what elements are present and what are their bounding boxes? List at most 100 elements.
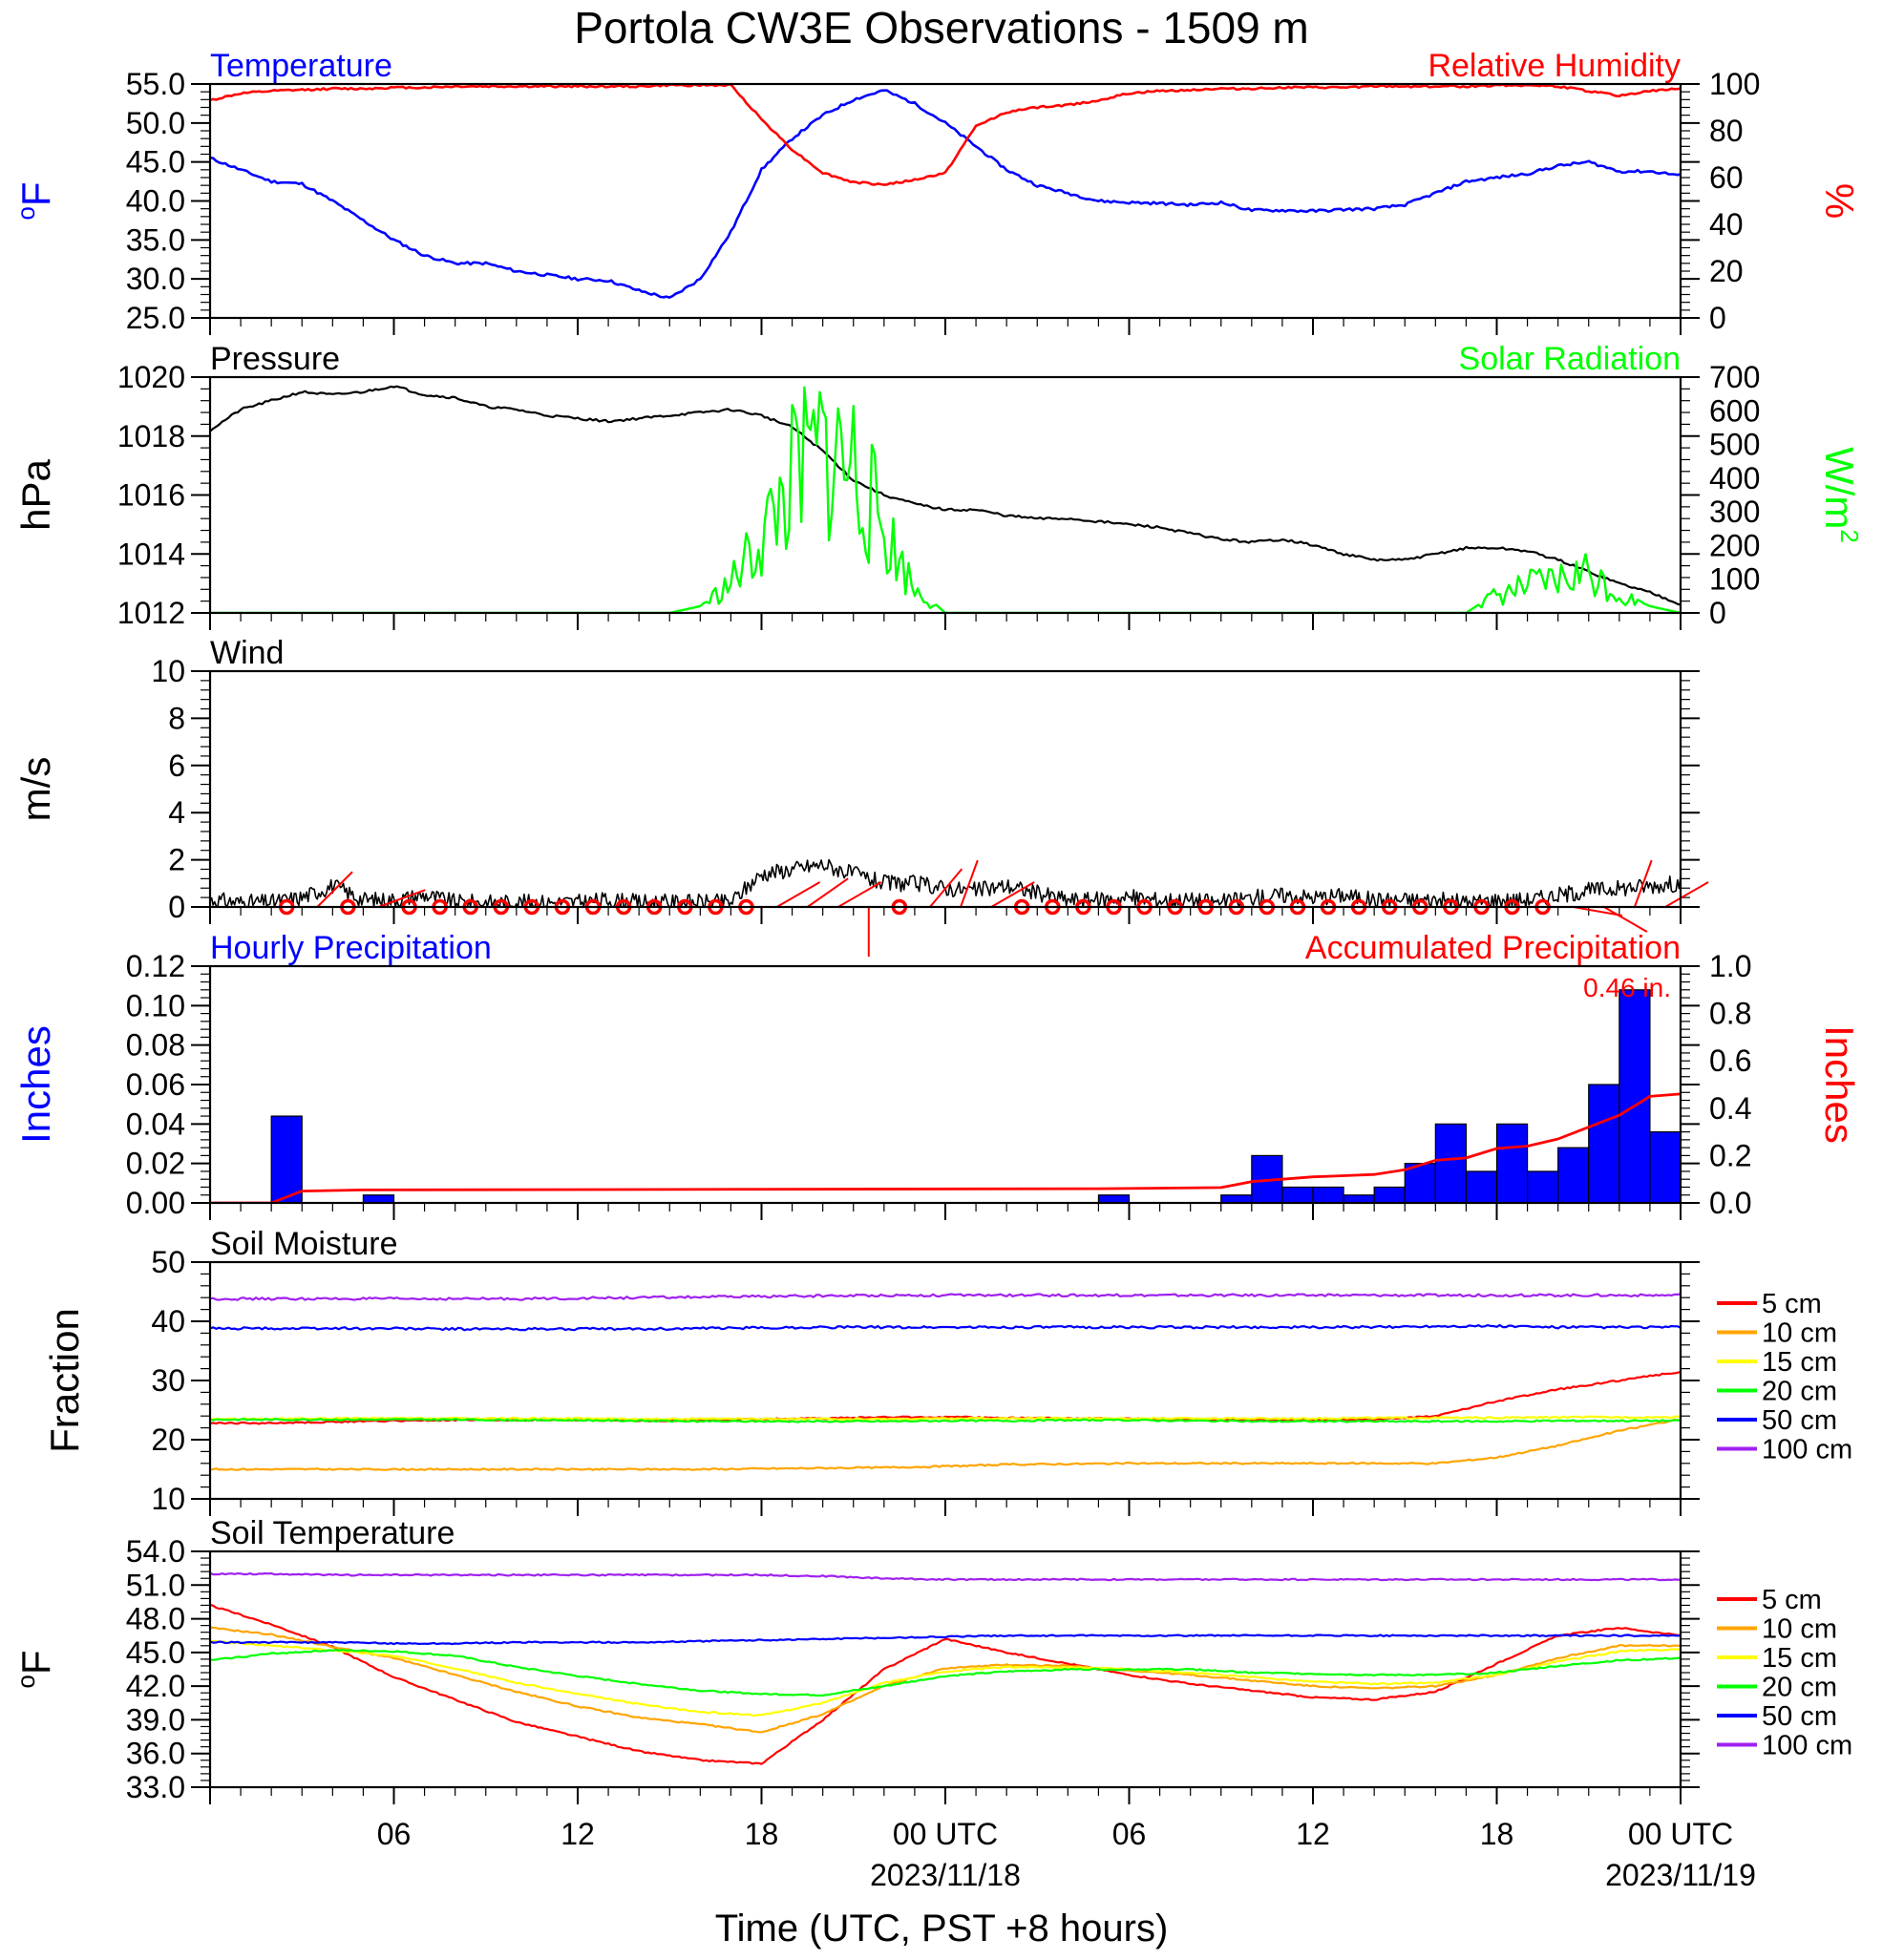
plot-area — [210, 1293, 1681, 1471]
soil-50cm-line — [210, 1633, 1681, 1646]
y-tick-label: 0.06 — [126, 1067, 185, 1102]
x-tick-label: 12 — [561, 1817, 595, 1851]
soil-10cm-line — [210, 1418, 1681, 1471]
x-tick-label: 00 UTC — [1628, 1817, 1733, 1851]
y-tick-label: 1020 — [117, 360, 185, 394]
soil-100cm-line — [210, 1293, 1681, 1301]
y-axis-label-right: W/m2 — [1817, 447, 1864, 543]
panel-wind: 0 2 4 6 8 10 Wind m/s — [13, 635, 1709, 957]
plot-area — [210, 84, 1681, 299]
panel-frame — [208, 964, 1682, 1205]
y-tick-label: 54.0 — [126, 1534, 185, 1569]
panel-soil-temperature: 33.036.039.042.045.048.051.054.0 Soil Tem… — [11, 1515, 1852, 1804]
panel-pressure: 1012 1014 1016 1018 1020 01002003004005006007… — [13, 341, 1864, 630]
y-right-tick-label: 100 — [1709, 562, 1760, 597]
hourly-precip-bar — [1373, 1186, 1406, 1203]
legend-label: 10 cm — [1762, 1318, 1837, 1349]
y-tick-label: 50.0 — [126, 106, 185, 140]
y-right-tick-label: 700 — [1709, 360, 1760, 394]
y-tick-label: 0.10 — [126, 988, 185, 1022]
panel-temperature: 25.0 30.0 35.040.0 45.0 50.0 55.0 0 20 40 60 80 100… — [11, 48, 1862, 335]
y-tick-label: 0.12 — [126, 949, 185, 983]
hourly-precip-bar — [1220, 1194, 1253, 1203]
legend-label: 20 cm — [1762, 1673, 1837, 1703]
y-right-tick-label: 500 — [1709, 428, 1760, 462]
y-tick-label: 48.0 — [126, 1602, 185, 1636]
y-tick-label: 36.0 — [126, 1737, 185, 1771]
y-tick-label: 6 — [168, 748, 185, 783]
wind-barb — [1603, 906, 1648, 933]
x-tick-label: 12 — [1296, 1817, 1330, 1851]
x-tick-label: 06 — [377, 1817, 412, 1851]
soil-10cm-line — [210, 1626, 1681, 1734]
panel-title-left: Hourly Precipitation — [210, 930, 492, 966]
y-right-tick-label: 80 — [1709, 114, 1744, 148]
panel-frame — [208, 1260, 1682, 1501]
panel-title-right: Accumulated Precipitation — [1305, 930, 1681, 966]
legend-label: 15 cm — [1762, 1347, 1837, 1378]
panel-title-left: Soil Moisture — [210, 1226, 398, 1262]
panel-frame — [208, 669, 1682, 909]
y-axis-label-left: m/s — [13, 757, 58, 822]
plot-area — [210, 1571, 1681, 1765]
wind-barb — [1633, 859, 1653, 908]
wind-barb — [807, 877, 849, 908]
y-tick-label: 35.0 — [126, 222, 185, 257]
humidity-line — [210, 84, 1681, 186]
x-tick-label: 18 — [1480, 1817, 1514, 1851]
y-right-tick-label: 0 — [1709, 301, 1726, 335]
y-right-tick-label: 0.8 — [1709, 997, 1751, 1031]
y-tick-label: 8 — [168, 701, 185, 735]
hourly-precip-bar — [1343, 1194, 1375, 1203]
y-tick-label: 1018 — [117, 419, 185, 453]
y-tick-label: 30.0 — [126, 262, 185, 296]
y-tick-label: 42.0 — [126, 1669, 185, 1703]
y-right-tick-label: 0.0 — [1709, 1186, 1751, 1220]
y-right-tick-label: 300 — [1709, 495, 1760, 529]
y-right-tick-label: 100 — [1709, 67, 1760, 101]
time-axis: 06 12 18 00 UTC 06 12 18 00 UTC 2023/11/18 2023/1… — [377, 1817, 1756, 1892]
y-tick-label: 1016 — [117, 478, 185, 513]
wind-speed-line — [210, 858, 1681, 907]
y-tick-label: 0.08 — [126, 1028, 185, 1063]
y-tick-label: 20 — [151, 1423, 185, 1457]
soil-5cm-line — [210, 1370, 1681, 1425]
legend-label: 100 cm — [1762, 1435, 1852, 1465]
x-date-label: 2023/11/19 — [1605, 1858, 1756, 1892]
y-tick-label: 51.0 — [126, 1568, 185, 1602]
soil-20cm-line — [210, 1648, 1681, 1697]
panel-hourly-precipitation: 0.00 0.02 0.04 0.06 0.08 0.10 0.12 0.0 0.2 0.4 0.6… — [13, 930, 1862, 1220]
x-tick-label: 00 UTC — [893, 1817, 998, 1851]
y-right-tick-label: 60 — [1709, 160, 1744, 195]
y-right-tick-label: 0.4 — [1709, 1091, 1751, 1126]
wind-barb — [1573, 906, 1623, 917]
legend-label: 50 cm — [1762, 1701, 1837, 1732]
plot-area — [210, 858, 1681, 907]
y-tick-label: 40.0 — [126, 184, 185, 219]
hourly-precip-bar — [1465, 1170, 1498, 1203]
hourly-precip-bar — [362, 1194, 395, 1203]
panel-title-left: Soil Temperature — [210, 1515, 455, 1551]
y-tick-label: 1014 — [117, 537, 185, 571]
legend-label: 5 cm — [1762, 1289, 1822, 1319]
y-tick-label: 0.04 — [126, 1106, 185, 1141]
accumulated-precip-line — [210, 1092, 1681, 1203]
wind-barb — [1664, 881, 1709, 908]
soil-100cm-line — [210, 1571, 1681, 1582]
y-right-tick-label: 0.6 — [1709, 1043, 1751, 1078]
panel-title-left: Temperature — [210, 48, 392, 84]
y-tick-label: 45.0 — [126, 145, 185, 179]
y-tick-label: 50 — [151, 1245, 185, 1279]
hourly-precip-bar — [1526, 1170, 1559, 1203]
soil-50cm-line — [210, 1323, 1681, 1332]
panel-title-right: Relative Humidity — [1428, 48, 1681, 84]
y-tick-label: 2 — [168, 843, 185, 877]
legend-label: 10 cm — [1762, 1614, 1837, 1645]
hourly-precip-bar — [1097, 1194, 1131, 1203]
hourly-precip-bar — [1281, 1186, 1314, 1203]
hourly-precip-bar — [1495, 1123, 1529, 1203]
y-axis-label-left: Inches — [13, 1025, 58, 1144]
hourly-precip-bar — [1619, 989, 1651, 1203]
panel-frame — [208, 375, 1682, 615]
